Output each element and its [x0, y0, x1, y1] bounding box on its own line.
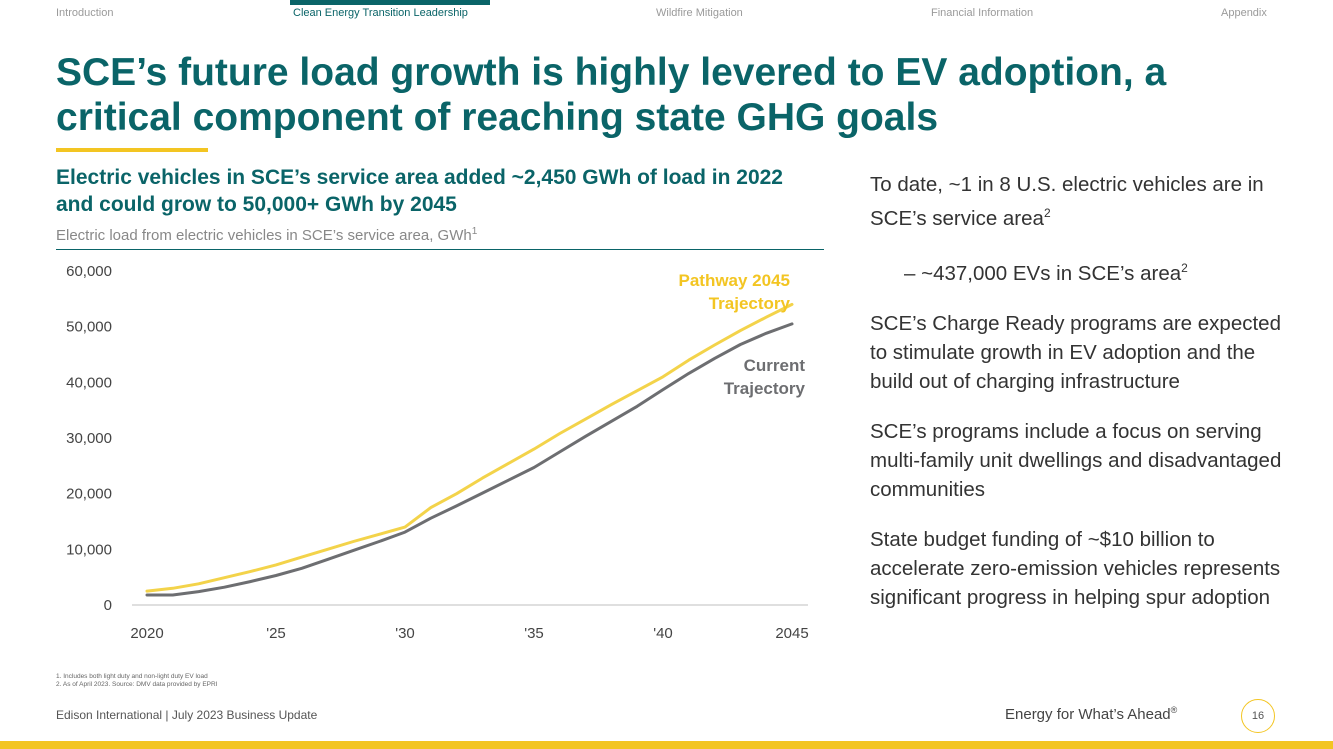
- series-label-pathway-2045: Pathway 2045 Trajectory: [678, 271, 790, 313]
- bullet-charge-ready: SCE’s Charge Ready programs are expected…: [870, 311, 1281, 393]
- chart-divider: [56, 249, 824, 250]
- x-tick-label: '35: [524, 625, 544, 642]
- x-tick-label: '40: [653, 625, 673, 642]
- top-navigation: Introduction Clean Energy Transition Lea…: [0, 0, 1333, 24]
- registered-mark: ®: [1170, 705, 1178, 715]
- footer-company-date: Edison International | July 2023 Busines…: [56, 708, 318, 722]
- nav-item-appendix[interactable]: Appendix: [1221, 7, 1267, 19]
- footnote-1: 1. Includes both light duty and non-ligh…: [56, 673, 208, 680]
- series-group: [145, 302, 794, 597]
- chart-subtitle-text: Electric load from electric vehicles in …: [56, 227, 472, 244]
- ev-load-line-chart: 0 10,000 20,000 30,000 40,000 50,000 60,000 20…: [66, 263, 809, 642]
- bullet-state-budget: State budget funding of ~$10 billion to …: [870, 527, 1281, 609]
- sub-bullet-ev-count: – ~437,000 EVs in SCE’s area2: [904, 254, 1300, 288]
- chart-subtitle: Electric load from electric vehicles in …: [56, 226, 477, 244]
- x-tick-label: '25: [266, 625, 286, 642]
- footnotes: 1. Includes both light duty and non-ligh…: [56, 673, 218, 689]
- bullet-ev-share: To date, ~1 in 8 U.S. electric vehicles …: [870, 170, 1300, 233]
- series-label-line: Trajectory: [724, 379, 806, 398]
- y-axis: 0 10,000 20,000 30,000 40,000 50,000 60,000: [66, 263, 112, 614]
- bullet-footnote-ref: 2: [1181, 260, 1188, 275]
- series-line-current: [145, 322, 794, 597]
- page-title: SCE’s future load growth is highly lever…: [56, 51, 1167, 139]
- bullet-programs-focus: SCE’s programs include a focus on servin…: [870, 419, 1282, 501]
- y-tick-label: 60,000: [66, 263, 112, 280]
- chart-subtitle-footnote-ref: 1: [471, 226, 478, 237]
- x-axis: 2020 '25 '30 '35 '40 2045: [130, 604, 809, 642]
- y-tick-label: 40,000: [66, 374, 112, 391]
- y-tick-label: 0: [104, 597, 112, 614]
- y-tick-label: 10,000: [66, 541, 112, 558]
- bullet-footnote-ref: 2: [1043, 206, 1051, 220]
- y-tick-label: 30,000: [66, 430, 112, 447]
- footer-tagline: Energy for What’s Ahead®: [1005, 705, 1177, 723]
- title-underline: [56, 148, 208, 152]
- nav-item-wildfire-mitigation[interactable]: Wildfire Mitigation: [656, 7, 743, 19]
- bottom-accent-bar: [0, 741, 1333, 749]
- series-label-line: Current: [744, 356, 806, 375]
- y-tick-label: 50,000: [66, 319, 112, 336]
- nav-item-financial-information[interactable]: Financial Information: [931, 7, 1034, 19]
- x-tick-label: 2045: [775, 625, 808, 642]
- x-tick-label: '30: [395, 625, 415, 642]
- key-points: To date, ~1 in 8 U.S. electric vehicles …: [870, 170, 1300, 633]
- bullet-text: – ~437,000 EVs in SCE’s area: [904, 261, 1182, 285]
- bullet-text: To date, ~1 in 8 U.S. electric vehicles …: [870, 173, 1264, 230]
- nav-active-indicator: [290, 0, 490, 5]
- nav-item-clean-energy[interactable]: Clean Energy Transition Leadership: [293, 7, 468, 19]
- y-tick-label: 20,000: [66, 486, 112, 503]
- nav-item-introduction[interactable]: Introduction: [56, 7, 114, 19]
- series-line-pathway-2045: [145, 302, 794, 593]
- x-tick-label: 2020: [130, 625, 163, 642]
- series-labels: Pathway 2045 Trajectory Current Trajectory: [678, 271, 805, 398]
- tagline-text: Energy for What’s Ahead: [1005, 706, 1171, 723]
- chart-heading: Electric vehicles in SCE’s service area …: [56, 166, 783, 216]
- page-number: 16: [1241, 699, 1275, 733]
- series-label-line: Trajectory: [709, 294, 791, 313]
- series-label-line: Pathway 2045: [678, 271, 790, 290]
- footnote-2: 2. As of April 2023. Source: DMV data pr…: [56, 681, 218, 688]
- series-label-current: Current Trajectory: [724, 356, 806, 398]
